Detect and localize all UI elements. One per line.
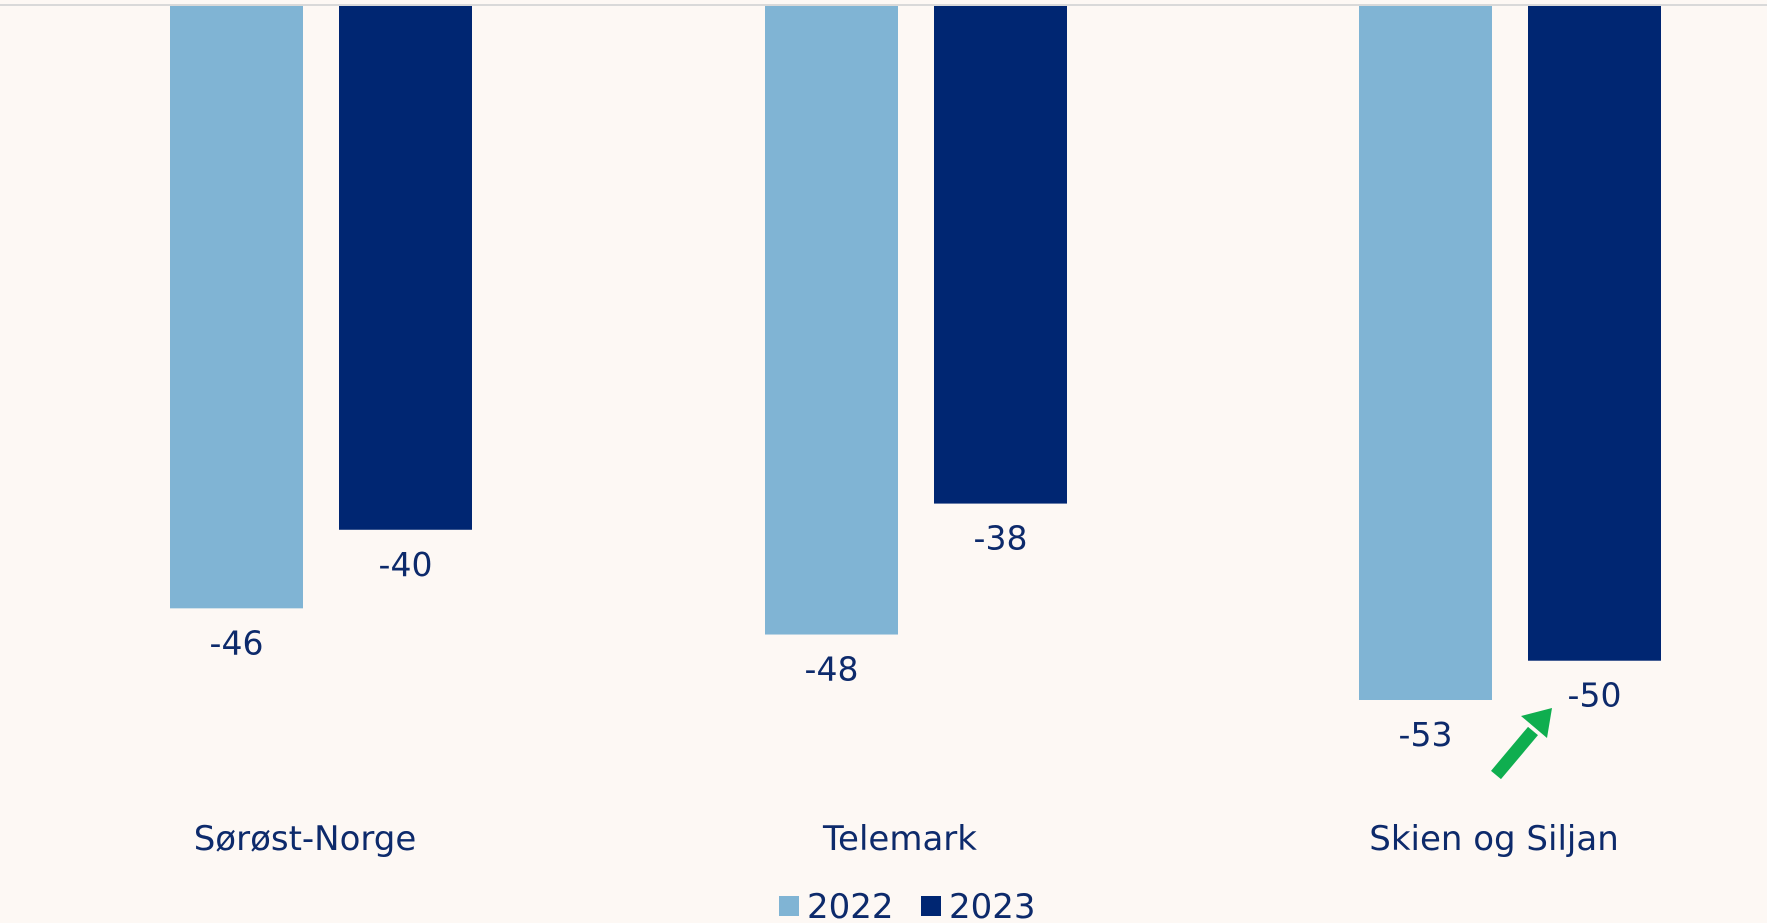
value-label-telemark-2023: -38 (974, 519, 1028, 558)
bar-telemark-2022 (765, 6, 898, 635)
bars-group (170, 6, 1661, 700)
annotation-arrow-shaft (1491, 726, 1538, 780)
legend-swatch-2022 (779, 896, 799, 916)
value-labels-group: -46 -40 -48 -38 -53 -50 (210, 519, 1622, 754)
legend-label-2023: 2023 (949, 887, 1036, 923)
category-label-skien-og-siljan: Skien og Siljan (1369, 819, 1619, 859)
legend-label-2022: 2022 (807, 887, 894, 923)
value-label-s-r-st-norge-2023: -40 (379, 545, 433, 584)
category-labels-group: Sørøst-Norge Telemark Skien og Siljan (194, 819, 1619, 859)
bar-skien-og-siljan-2022 (1359, 6, 1492, 700)
bar-s-r-st-norge-2023 (339, 6, 472, 530)
annotation-arrow-head (1521, 708, 1552, 738)
bar-s-r-st-norge-2022 (170, 6, 303, 609)
legend: 2022 2023 (779, 887, 1036, 923)
annotation-group (1491, 708, 1552, 780)
bar-skien-og-siljan-2023 (1528, 6, 1661, 661)
bar-telemark-2023 (934, 6, 1067, 504)
category-label-s-r-st-norge: Sørøst-Norge (194, 819, 417, 859)
value-label-skien-og-siljan-2022: -53 (1399, 715, 1453, 754)
value-label-s-r-st-norge-2022: -46 (210, 623, 264, 662)
value-label-skien-og-siljan-2023: -50 (1568, 676, 1622, 715)
legend-swatch-2023 (921, 896, 941, 916)
value-label-telemark-2022: -48 (805, 650, 859, 689)
category-label-telemark: Telemark (822, 819, 977, 859)
